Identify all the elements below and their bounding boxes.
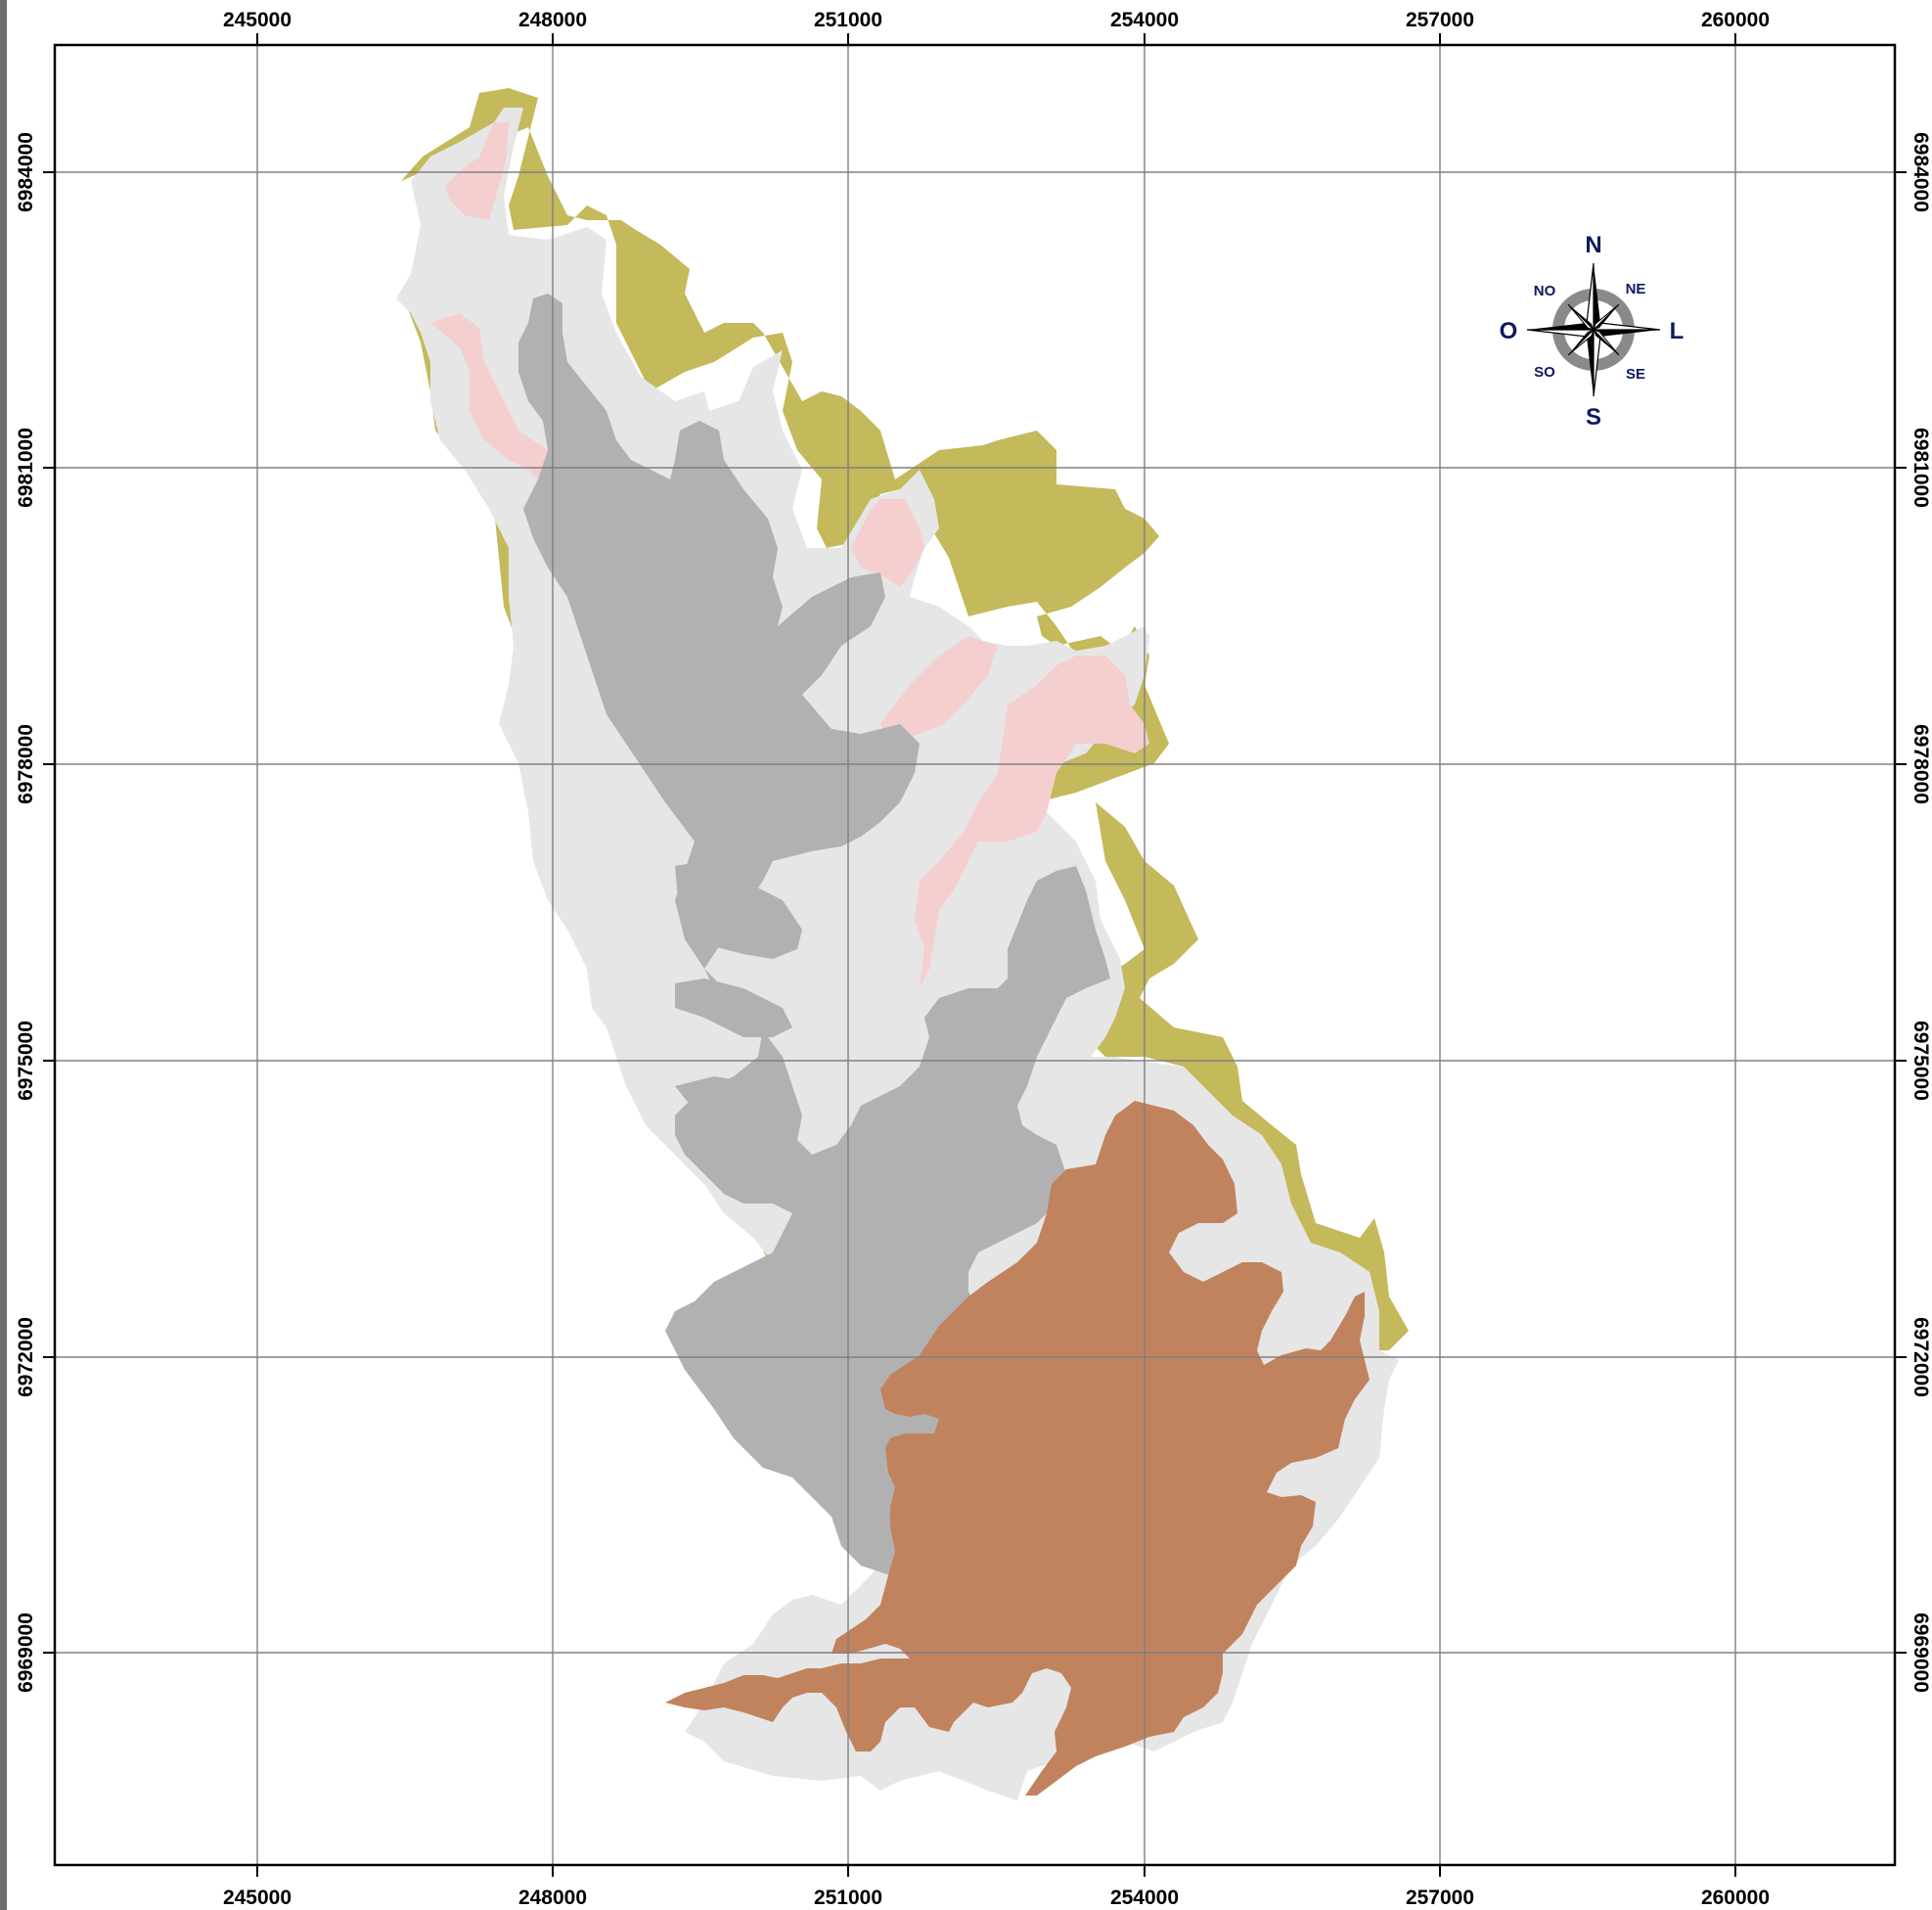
tick-label-top-x5: 257000 bbox=[1406, 9, 1474, 31]
map-frame-border bbox=[53, 43, 1897, 1867]
compass-star-icon bbox=[1526, 262, 1661, 397]
tick-label-left-y4: 6975000 bbox=[15, 1021, 37, 1101]
tick-label-left-y2: 6981000 bbox=[15, 428, 37, 508]
compass-label-n: N bbox=[1585, 232, 1601, 258]
tick-label-top-x1: 245000 bbox=[223, 9, 292, 31]
tick-label-left-y6: 6969000 bbox=[15, 1613, 37, 1693]
tick-label-left-y1: 6984000 bbox=[15, 132, 37, 212]
tick-label-left-y5: 6972000 bbox=[15, 1317, 37, 1397]
dark-gray-zone-southwest-arm bbox=[675, 1076, 773, 1125]
tick-marks bbox=[43, 33, 1907, 1877]
brown-zone bbox=[665, 1101, 1370, 1796]
left-tick-labels: 6984000 6981000 6978000 6975000 6972000 … bbox=[15, 132, 37, 1693]
compass-label-l: L bbox=[1670, 318, 1685, 344]
compass-label-s: S bbox=[1586, 404, 1601, 431]
tick-label-right-y6: 6969000 bbox=[1910, 1613, 1932, 1693]
tick-label-right-y4: 6975000 bbox=[1910, 1021, 1932, 1101]
pink-zone-northwest bbox=[445, 122, 509, 220]
pink-zone-center-north bbox=[851, 499, 924, 587]
tick-label-top-x4: 254000 bbox=[1110, 9, 1179, 31]
tick-label-bottom-x3: 251000 bbox=[814, 1887, 882, 1909]
tick-label-right-y5: 6972000 bbox=[1910, 1317, 1932, 1397]
bottom-tick-labels: 245000 248000 251000 254000 257000 26000… bbox=[223, 1887, 1770, 1909]
pink-zone-east bbox=[915, 656, 1149, 988]
dark-gray-zone bbox=[518, 294, 1110, 1575]
grid-lines bbox=[55, 45, 1895, 1865]
dark-gray-zone-west-arm-2 bbox=[675, 978, 792, 1037]
tick-label-right-y1: 6984000 bbox=[1910, 132, 1932, 212]
tick-label-top-x6: 260000 bbox=[1701, 9, 1770, 31]
compass-label-se: SE bbox=[1626, 366, 1645, 383]
tick-label-top-x3: 251000 bbox=[814, 9, 882, 31]
tick-label-bottom-x4: 254000 bbox=[1110, 1887, 1179, 1909]
compass-label-ne: NE bbox=[1626, 281, 1646, 297]
tick-label-right-y2: 6981000 bbox=[1910, 428, 1932, 508]
tick-label-bottom-x1: 245000 bbox=[223, 1887, 292, 1909]
tick-label-bottom-x5: 257000 bbox=[1406, 1887, 1474, 1909]
tick-label-top-x2: 248000 bbox=[518, 9, 587, 31]
pink-zone-center bbox=[880, 636, 998, 744]
tick-label-bottom-x2: 248000 bbox=[518, 1887, 587, 1909]
tick-label-left-y3: 6978000 bbox=[15, 724, 37, 804]
compass-rose: N S L O NE NO SE SO bbox=[1500, 232, 1685, 431]
tick-label-right-y3: 6978000 bbox=[1910, 724, 1932, 804]
dark-gray-zone-west-arm bbox=[675, 861, 802, 959]
compass-label-o: O bbox=[1500, 318, 1518, 344]
olive-zone-east bbox=[1076, 802, 1409, 1350]
tick-label-bottom-x6: 260000 bbox=[1701, 1887, 1770, 1909]
right-tick-labels: 6984000 6981000 6978000 6975000 6972000 … bbox=[1910, 132, 1932, 1693]
top-tick-labels: 245000 248000 251000 254000 257000 26000… bbox=[223, 9, 1770, 31]
map-polygons bbox=[396, 88, 1409, 1800]
left-edge-strip bbox=[0, 0, 7, 1910]
compass-label-so: SO bbox=[1534, 364, 1555, 381]
compass-label-no: NO bbox=[1534, 283, 1556, 299]
